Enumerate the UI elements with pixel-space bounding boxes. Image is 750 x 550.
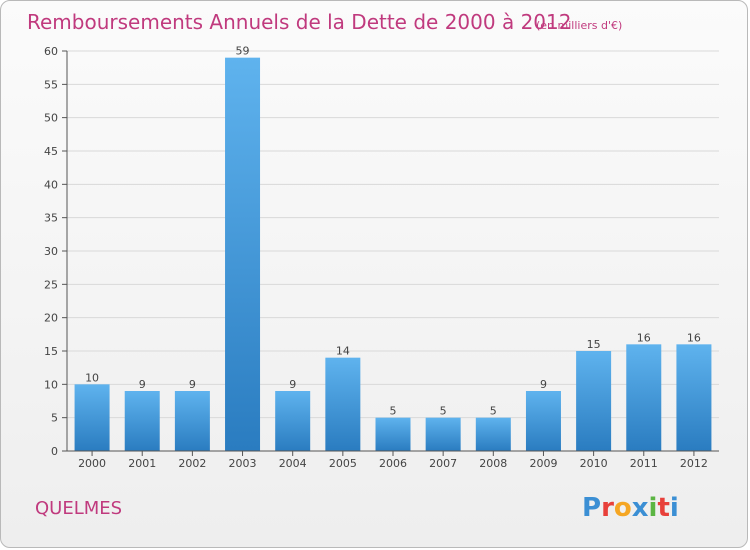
- y-tick-label: 25: [44, 278, 58, 291]
- bar: [225, 57, 261, 452]
- y-tick-label: 45: [44, 145, 58, 158]
- logo-letter: P: [582, 493, 601, 523]
- bars: [74, 57, 712, 452]
- bar: [576, 351, 612, 451]
- x-tick-label: 2003: [229, 457, 257, 470]
- town-name: QUELMES: [35, 498, 122, 519]
- y-tick-label: 10: [44, 378, 58, 391]
- data-label: 5: [390, 405, 397, 418]
- proxiti-logo: Proxiti: [582, 493, 679, 523]
- bar: [626, 344, 662, 451]
- chart-unit: (en milliers d'€): [536, 19, 622, 32]
- grid-lines: [67, 50, 719, 419]
- data-label: 9: [189, 378, 196, 391]
- x-tick-label: 2011: [630, 457, 658, 470]
- data-label: 16: [687, 331, 701, 344]
- data-label: 16: [637, 331, 651, 344]
- y-tick-label: 5: [51, 412, 58, 425]
- chart-title: Remboursements Annuels de la Dette de 20…: [27, 10, 571, 34]
- bar: [525, 391, 561, 451]
- data-label: 5: [490, 405, 497, 418]
- logo-letter: i: [670, 493, 679, 523]
- data-label: 9: [139, 378, 146, 391]
- logo-letter: r: [601, 493, 614, 523]
- y-tick-label: 0: [51, 445, 58, 458]
- x-tick-label: 2002: [178, 457, 206, 470]
- x-tick-label: 2012: [680, 457, 708, 470]
- bar: [325, 357, 361, 451]
- bar: [375, 417, 411, 451]
- y-tick-label: 60: [44, 45, 58, 58]
- logo-letter: o: [614, 493, 632, 523]
- bar: [174, 391, 210, 451]
- x-tick-label: 2004: [279, 457, 307, 470]
- data-label: 15: [587, 338, 601, 351]
- y-tick-label: 40: [44, 178, 58, 191]
- x-tick-label: 2000: [78, 457, 106, 470]
- x-tick-label: 2005: [329, 457, 357, 470]
- data-label: 5: [440, 405, 447, 418]
- data-label: 14: [336, 345, 350, 358]
- y-tick-label: 35: [44, 212, 58, 225]
- bar: [676, 344, 712, 451]
- data-label: 10: [85, 371, 99, 384]
- y-tick-label: 50: [44, 112, 58, 125]
- x-tick-label: 2009: [529, 457, 557, 470]
- y-tick-label: 30: [44, 245, 58, 258]
- x-tick-label: 2006: [379, 457, 407, 470]
- data-label: 9: [540, 378, 547, 391]
- x-tick-label: 2007: [429, 457, 457, 470]
- logo-letter: t: [657, 493, 669, 523]
- x-tick-label: 2010: [580, 457, 608, 470]
- logo-letter: x: [632, 493, 649, 523]
- y-tick-label: 15: [44, 345, 58, 358]
- bar: [124, 391, 160, 451]
- bar: [425, 417, 461, 451]
- data-label: 59: [236, 45, 250, 58]
- data-label: 9: [289, 378, 296, 391]
- logo-letter: i: [649, 493, 658, 523]
- x-tick-label: 2008: [479, 457, 507, 470]
- y-tick-label: 20: [44, 312, 58, 325]
- bar: [74, 384, 110, 451]
- bar: [475, 417, 511, 451]
- x-tick-label: 2001: [128, 457, 156, 470]
- bar: [275, 391, 311, 451]
- y-tick-label: 55: [44, 78, 58, 91]
